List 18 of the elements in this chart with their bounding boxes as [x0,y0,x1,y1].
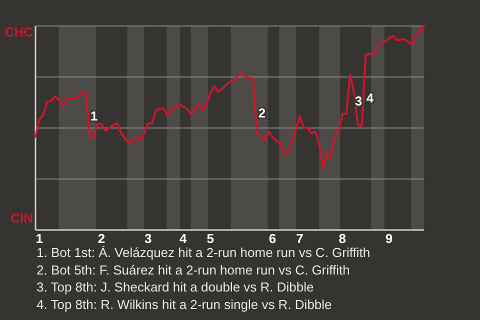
text: CIN [10,210,33,226]
x-tick-label: 2 [98,231,106,246]
text: 1. Bot 1st: Á. Velázquez hit a 2-run home run vs C. Griffith [36,245,370,260]
x-tick-label: 4 [180,231,188,246]
x-tick-label: 8 [338,231,346,246]
text: 4. Top 8th: R. Wilkins hit a 2-run single vs R. Dibble [36,296,332,312]
annotation: 4 [366,90,374,106]
text: 2. Bot 5th: F. Suárez hit a 2-run home run vs C. Griffith [36,262,350,278]
x-tick-label: 6 [268,231,276,246]
text: CHC [4,24,34,40]
x-tick-label: 1 [36,231,43,246]
x-tick-label: 9 [385,231,393,246]
x-tick-label: 5 [206,231,214,246]
x-tick-label: 7 [296,231,304,246]
annotation: 2 [258,106,266,120]
text: 3. Top 8th: J. Sheckard hit a double vs R. Dibble [36,280,314,295]
x-tick-label: 3 [144,231,152,246]
annotation: 1 [90,108,98,124]
